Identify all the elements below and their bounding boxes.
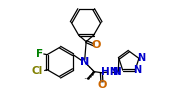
Text: N: N xyxy=(113,67,121,77)
Text: N: N xyxy=(79,57,89,67)
Text: Cl: Cl xyxy=(32,65,43,76)
Text: F: F xyxy=(36,49,43,59)
Text: O: O xyxy=(97,80,107,90)
Text: HN: HN xyxy=(101,67,118,77)
Text: N: N xyxy=(133,65,141,75)
Text: ···: ··· xyxy=(83,75,91,84)
Text: O: O xyxy=(92,40,101,50)
Text: N: N xyxy=(137,53,145,63)
